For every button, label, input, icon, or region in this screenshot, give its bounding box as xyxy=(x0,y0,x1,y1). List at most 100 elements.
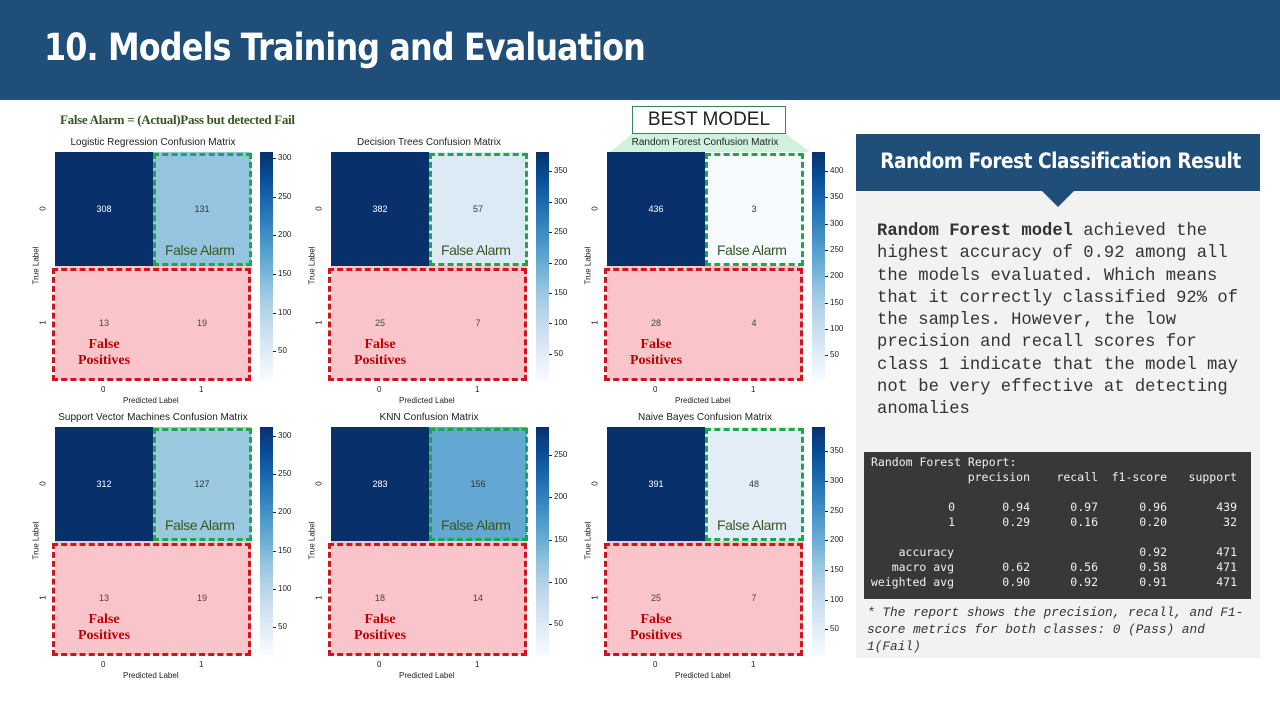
colorbar-tick-label: 200 xyxy=(830,535,844,545)
y-axis-label: True Label xyxy=(583,246,593,285)
false-positives-label-line: False xyxy=(88,337,120,352)
heatmap-cell: 391 xyxy=(607,427,705,541)
cell-value: 19 xyxy=(196,593,207,603)
report-row-label: weighted avg xyxy=(870,575,954,589)
colorbar-tick-mark xyxy=(825,249,828,251)
chart-title: Support Vector Machines Confusion Matrix xyxy=(58,412,248,423)
cell-value: 13 xyxy=(98,318,109,328)
false-positives-label-line: False xyxy=(364,337,396,352)
chart-title: Decision Trees Confusion Matrix xyxy=(357,137,501,148)
colorbar-tick-label: 250 xyxy=(278,191,292,201)
cell-value: 28 xyxy=(650,318,661,328)
colorbar-tick-label: 100 xyxy=(554,318,568,328)
colorbar-tick-mark xyxy=(273,158,276,160)
cell-value: 283 xyxy=(372,479,388,489)
heatmap-cell: 436 xyxy=(607,152,705,266)
x-tick-label: 0 xyxy=(377,660,382,669)
heatmap-cell: 14 xyxy=(429,541,527,655)
colorbar-tick-mark xyxy=(825,510,828,512)
heatmap-cell: 308 xyxy=(55,152,153,266)
report-value: 0.20 xyxy=(1139,515,1167,529)
report-value: 0.91 xyxy=(1139,575,1167,589)
heatmap-cell: 19 xyxy=(153,541,251,655)
report-column-header: f1-score xyxy=(1111,470,1167,484)
cell-value: 13 xyxy=(98,593,109,603)
colorbar-tick-label: 250 xyxy=(278,469,292,479)
heatmap-cell: 7 xyxy=(429,266,527,380)
colorbar-tick-label: 350 xyxy=(830,192,844,202)
colorbar-tick-mark xyxy=(549,353,552,355)
colorbar-tick-label: 200 xyxy=(278,230,292,240)
colorbar-tick-mark xyxy=(549,232,552,234)
colorbar-tick-label: 200 xyxy=(554,257,568,267)
cell-value: 436 xyxy=(648,204,664,214)
heatmap-cell: 25 xyxy=(331,266,429,380)
colorbar-tick-mark xyxy=(825,570,828,572)
colorbar-tick-label: 150 xyxy=(278,545,292,555)
false-alarm-label: False Alarm xyxy=(717,517,787,533)
colorbar-tick-mark xyxy=(549,262,552,264)
colorbar-tick-label: 250 xyxy=(554,227,568,237)
colorbar-tick-label: 100 xyxy=(554,577,568,587)
report-value: 0.92 xyxy=(1070,575,1098,589)
colorbar-tick-label: 50 xyxy=(830,624,839,634)
false-positives-label-line: Positives xyxy=(353,628,407,643)
x-tick-label: 1 xyxy=(751,660,756,669)
false-alarm-highlight xyxy=(429,153,528,266)
heatmap-cell: 28 xyxy=(607,266,705,380)
colorbar-tick-label: 200 xyxy=(830,271,844,281)
false-alarm-definition: False Alarm = (Actual)Pass but detected … xyxy=(60,112,295,127)
x-axis-label: Predicted Label xyxy=(675,396,731,405)
false-positives-label-line: False xyxy=(88,612,120,627)
false-positives-label-line: False xyxy=(640,337,672,352)
y-axis-label: True Label xyxy=(307,521,317,560)
y-tick-label: 1 xyxy=(590,320,600,325)
best-model-connector xyxy=(610,134,810,152)
colorbar-tick-label: 100 xyxy=(278,583,292,593)
y-tick-label: 0 xyxy=(314,481,324,486)
x-tick-label: 1 xyxy=(475,385,480,394)
y-tick-label: 1 xyxy=(590,595,600,600)
false-alarm-highlight xyxy=(153,428,252,541)
report-value: 0.97 xyxy=(1070,500,1098,514)
colorbar-tick-mark xyxy=(549,454,552,456)
colorbar-tick-label: 50 xyxy=(554,619,563,629)
colorbar-tick-mark xyxy=(825,540,828,542)
report-value: 32 xyxy=(1223,515,1237,529)
x-axis-label: Predicted Label xyxy=(675,671,731,680)
heatmap-cell: 13 xyxy=(55,541,153,655)
colorbar-tick-mark xyxy=(549,624,552,626)
cell-value: 127 xyxy=(194,479,210,489)
cell-value: 48 xyxy=(748,479,759,489)
heatmap-cell: 3 xyxy=(705,152,803,266)
colorbar-tick-mark xyxy=(825,302,828,304)
report-value: 0.96 xyxy=(1139,500,1167,514)
false-positives-highlight xyxy=(328,543,527,656)
false-positives-label: False Positives xyxy=(340,612,420,644)
colorbar-tick-mark xyxy=(273,312,276,314)
colorbar-tick-mark xyxy=(273,196,276,198)
false-positives-label: False Positives xyxy=(64,612,144,644)
cell-value: 382 xyxy=(372,204,388,214)
cell-value: 131 xyxy=(194,204,210,214)
y-tick-label: 1 xyxy=(38,595,48,600)
colorbar-tick-mark xyxy=(273,512,276,514)
y-tick-label: 1 xyxy=(314,595,324,600)
colorbar-tick-label: 100 xyxy=(830,594,844,604)
chart-title: Logistic Regression Confusion Matrix xyxy=(70,137,236,148)
y-tick-label: 0 xyxy=(38,206,48,211)
colorbar-tick-label: 300 xyxy=(830,218,844,228)
false-positives-label-line: Positives xyxy=(77,628,131,643)
heatmap-cell: 18 xyxy=(331,541,429,655)
report-row-label: 0 xyxy=(948,500,955,514)
x-tick-label: 1 xyxy=(199,660,204,669)
y-tick-label: 0 xyxy=(590,206,600,211)
report-column-header: recall xyxy=(1056,470,1098,484)
y-tick-label: 0 xyxy=(314,206,324,211)
result-summary-emphasis: Random Forest model xyxy=(877,222,1073,241)
report-row-label: 1 xyxy=(948,515,955,529)
colorbar-tick-label: 150 xyxy=(554,534,568,544)
colorbar xyxy=(536,152,549,380)
false-alarm-label: False Alarm xyxy=(165,517,235,533)
best-model-label: BEST MODEL xyxy=(632,106,786,134)
